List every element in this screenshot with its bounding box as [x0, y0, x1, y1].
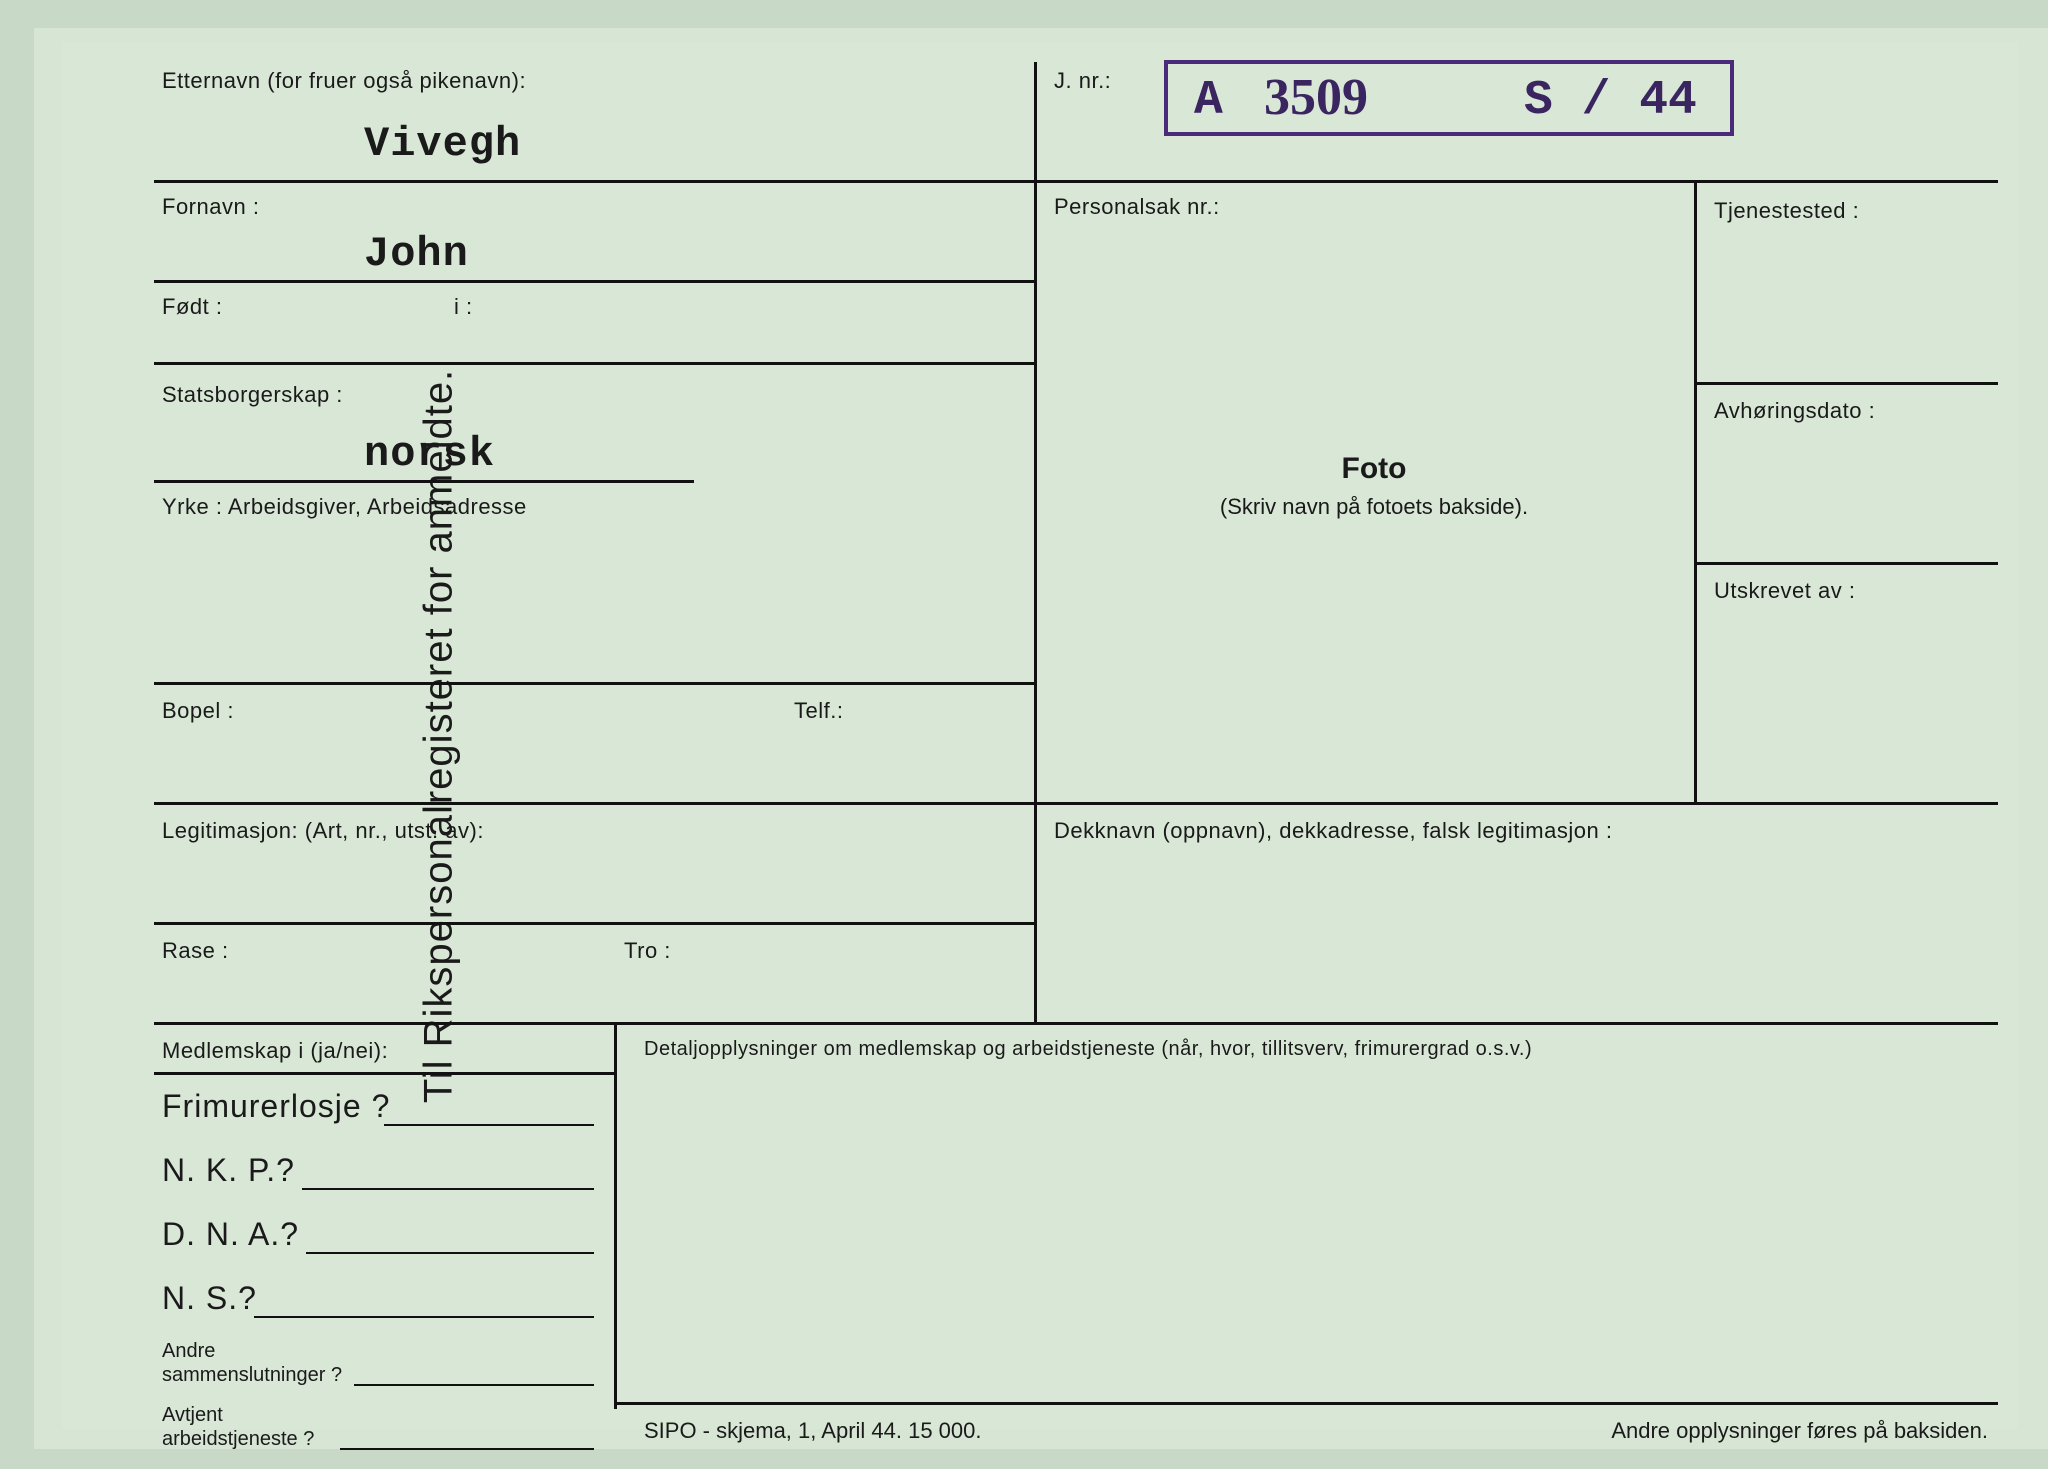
label-medlemskap: Medlemskap i (ja/nei):: [162, 1038, 388, 1064]
rule: [154, 922, 1034, 925]
scan-edge-left: [0, 0, 34, 1469]
rule: [154, 280, 1034, 283]
line-andre: [354, 1384, 594, 1386]
rule: [1694, 382, 1998, 385]
rule: [154, 682, 1034, 685]
line-frimurer: [384, 1124, 594, 1126]
label-fornavn: Fornavn :: [162, 194, 259, 220]
rule: [154, 802, 1034, 805]
label-telf: Telf.:: [794, 698, 843, 724]
rule: [154, 1022, 1998, 1025]
line-nkp: [302, 1188, 594, 1190]
q-avtjent1: Avtjent: [162, 1404, 223, 1427]
form-card: Til Rikspersonalregisteret for anmeldte.…: [62, 42, 2018, 1429]
label-rase: Rase :: [162, 938, 229, 964]
stamp-number: 3509: [1264, 68, 1368, 127]
label-dekknavn: Dekknavn (oppnavn), dekkadresse, falsk l…: [1054, 818, 1612, 844]
label-utskrevet: Utskrevet av :: [1714, 578, 1855, 604]
line-ns: [254, 1316, 594, 1318]
value-etternavn: Vivegh: [364, 120, 521, 168]
rule-v: [1694, 180, 1697, 802]
scan-edge-bottom: [0, 1449, 2048, 1469]
label-detalj: Detaljopplysninger om medlemskap og arbe…: [644, 1038, 1532, 1061]
rule: [154, 480, 694, 483]
label-jnr: J. nr.:: [1054, 68, 1111, 94]
rule: [1034, 180, 1998, 183]
rule: [154, 180, 1034, 183]
label-bopel: Bopel :: [162, 698, 234, 724]
label-stats: Statsborgerskap :: [162, 382, 343, 408]
form-grid: Etternavn (for fruer også pikenavn): Viv…: [154, 62, 1998, 1409]
label-fodt: Født :: [162, 294, 222, 320]
label-avhor: Avhøringsdato :: [1714, 398, 1875, 424]
line-dna: [306, 1252, 594, 1254]
q-frimurer: Frimurerlosje ?: [162, 1088, 390, 1125]
footer-left: SIPO - skjema, 1, April 44. 15 000.: [644, 1418, 982, 1444]
label-etternavn: Etternavn (for fruer også pikenavn):: [162, 68, 526, 94]
rule: [154, 362, 1034, 365]
rule: [1034, 802, 1998, 805]
q-nkp: N. K. P.?: [162, 1152, 295, 1189]
value-stats: norsk: [364, 430, 495, 478]
q-andre2: sammenslutninger ?: [162, 1364, 342, 1387]
footer-right: Andre opplysninger føres på baksiden.: [1611, 1418, 1988, 1444]
label-foto: Foto: [1054, 452, 1694, 486]
line-avtjent: [340, 1448, 594, 1450]
q-avtjent2: arbeidstjeneste ?: [162, 1428, 314, 1451]
rule: [614, 1402, 1998, 1405]
q-andre1: Andre: [162, 1340, 215, 1363]
rule-v: [1034, 62, 1037, 1022]
label-tjenestested: Tjenestested :: [1714, 198, 1859, 224]
rule-v: [614, 1022, 617, 1409]
label-personalsak: Personalsak nr.:: [1054, 194, 1220, 220]
rule: [1694, 562, 1998, 565]
label-yrke: Yrke : Arbeidsgiver, Arbeidsadresse: [162, 494, 527, 520]
value-fornavn: John: [364, 230, 469, 278]
label-legit: Legitimasjon: (Art, nr., utst. av):: [162, 818, 484, 844]
stamp-prefix: A: [1194, 74, 1223, 128]
stamp-suffix: S / 44: [1524, 74, 1697, 128]
q-ns: N. S.?: [162, 1280, 257, 1317]
label-foto-sub: (Skriv navn på fotoets bakside).: [1054, 494, 1694, 520]
label-fodt-i: i :: [454, 294, 473, 320]
rule: [154, 1072, 614, 1075]
scan-edge-top: [0, 0, 2048, 28]
label-tro: Tro :: [624, 938, 671, 964]
q-dna: D. N. A.?: [162, 1216, 299, 1253]
